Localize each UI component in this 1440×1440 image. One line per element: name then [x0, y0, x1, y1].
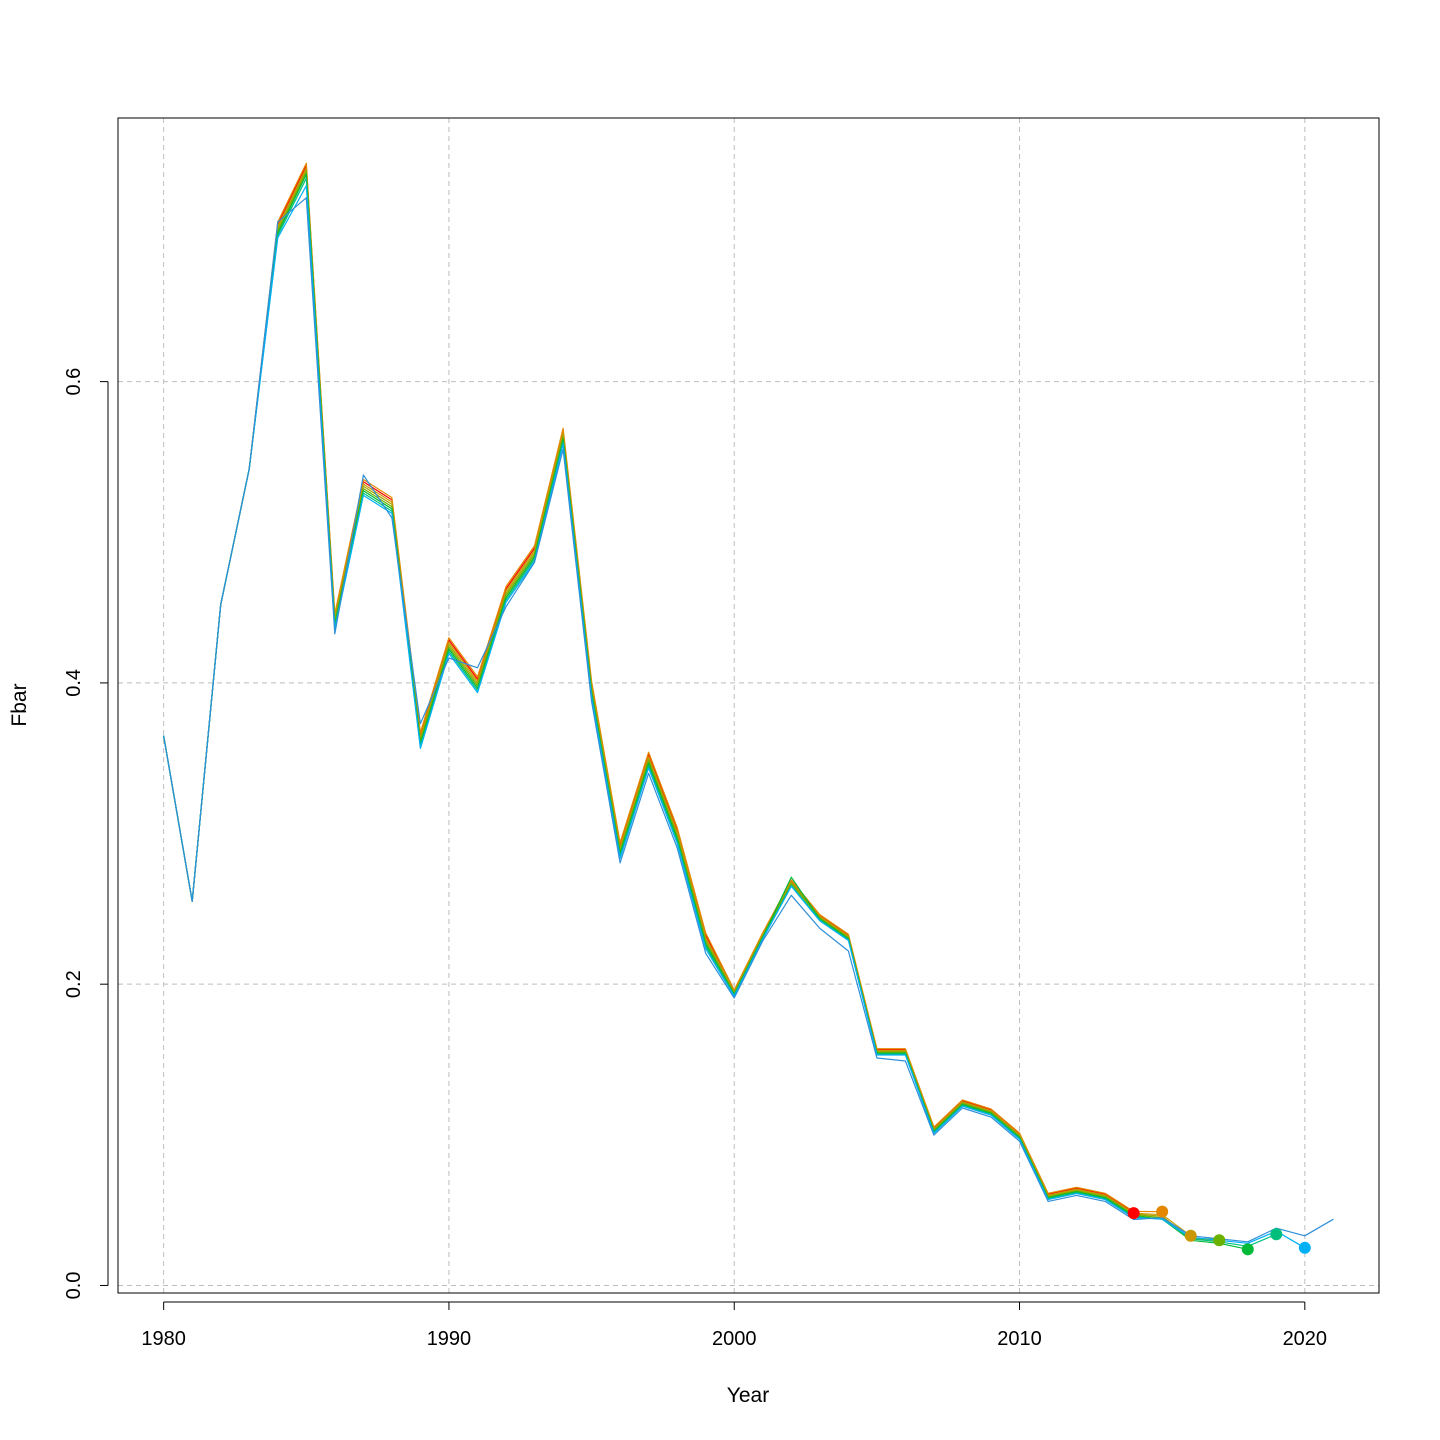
grid-lines [118, 118, 1379, 1293]
terminal-point-2 [1184, 1229, 1197, 1242]
series-line-0 [163, 164, 1134, 1213]
x-tick-label: 1980 [141, 1328, 186, 1350]
terminal-point-4 [1241, 1243, 1254, 1256]
y-tick-label: 0.6 [63, 368, 85, 396]
terminal-point-5 [1270, 1228, 1283, 1241]
y-axis-title: Fbar [8, 683, 31, 726]
series-line-5 [163, 173, 1248, 1250]
y-tick-label: 0.4 [63, 669, 85, 697]
x-axis: 1980 1990 2000 2010 2020 [141, 1301, 1328, 1350]
terminal-point-1 [1156, 1205, 1169, 1218]
y-tick-label: 0.0 [63, 1272, 85, 1300]
series-line-2 [163, 167, 1192, 1237]
plot-frame [117, 117, 1380, 1294]
terminal-point-0 [1127, 1207, 1140, 1220]
series-line-3 [163, 169, 1220, 1241]
x-tick-label: 2000 [712, 1328, 757, 1350]
series-line-7 [163, 185, 1306, 1249]
series-line-6 [163, 177, 1277, 1247]
terminal-points [1127, 1205, 1311, 1256]
terminal-point-3 [1213, 1234, 1226, 1247]
series-line-4 [163, 171, 1220, 1240]
x-tick-label: 1990 [427, 1328, 472, 1350]
series-line-8 [163, 197, 1334, 1243]
series-lines [163, 162, 1334, 1250]
x-axis-title: Year [727, 1384, 769, 1407]
x-tick-label: 2010 [997, 1328, 1042, 1350]
y-tick-label: 0.2 [63, 970, 85, 998]
x-tick-label: 2020 [1283, 1328, 1328, 1350]
series-line-1 [163, 162, 1163, 1213]
terminal-point-6 [1298, 1241, 1311, 1254]
y-axis: 0.0 0.2 0.4 0.6 [63, 368, 109, 1300]
